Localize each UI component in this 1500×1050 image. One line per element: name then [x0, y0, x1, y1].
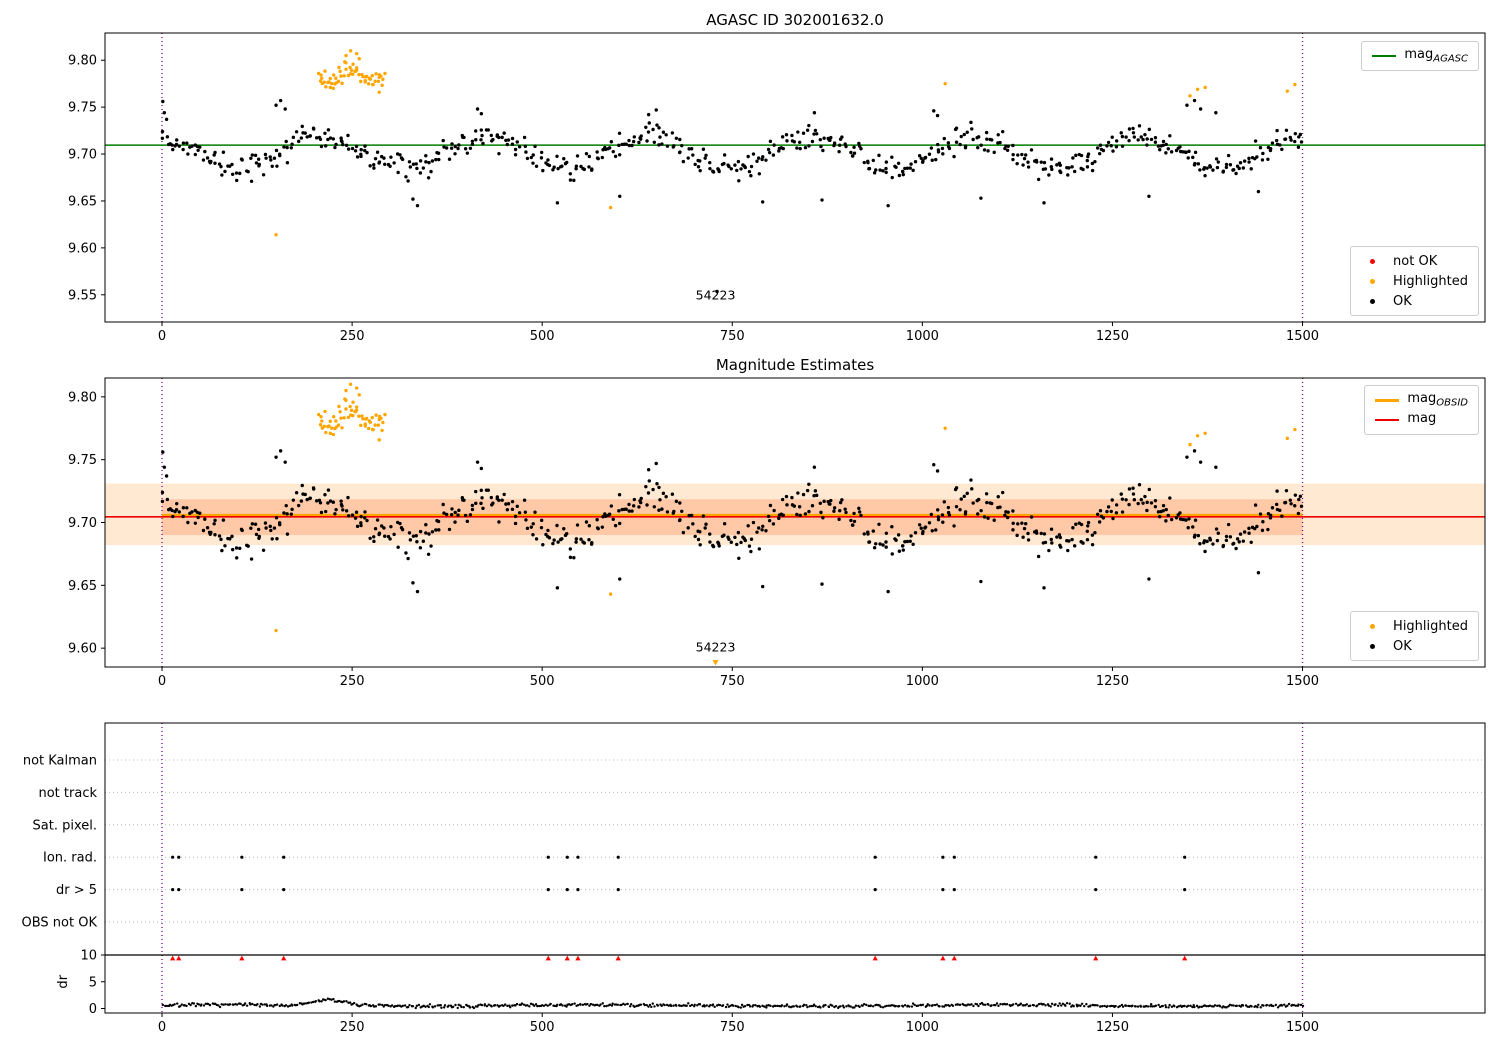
svg-text:OBS not OK: OBS not OK — [22, 916, 98, 931]
plot2-title: Magnitude Estimates — [715, 356, 875, 374]
plot1-line-legend: magAGASC — [1361, 41, 1479, 71]
svg-text:250: 250 — [340, 674, 365, 689]
svg-text:dr > 5: dr > 5 — [56, 883, 97, 898]
mag-label: mag — [1407, 411, 1437, 427]
plot1-agasc-mag: 54223 0 250 500 750 1000 1250 1500 9.55 9.60 9.65 9… — [68, 32, 1486, 344]
plot2-marker-legend: Highlighted OK — [1350, 611, 1479, 661]
svg-text:750: 750 — [720, 674, 745, 689]
svg-text:0: 0 — [158, 329, 166, 344]
not-ok-label: not OK — [1393, 253, 1438, 269]
svg-text:0: 0 — [158, 674, 166, 689]
plot1-marker-legend: not OK Highlighted OK — [1350, 246, 1479, 316]
svg-text:9.80: 9.80 — [68, 390, 97, 405]
svg-text:9.60: 9.60 — [68, 241, 97, 256]
svg-text:9.75: 9.75 — [68, 101, 97, 116]
highlighted-marker-swatch-2 — [1370, 623, 1376, 629]
svg-text:500: 500 — [530, 1020, 555, 1035]
svg-text:1250: 1250 — [1096, 329, 1129, 344]
svg-text:not track: not track — [38, 786, 97, 801]
svg-text:not Kalman: not Kalman — [23, 754, 97, 769]
svg-text:5: 5 — [89, 975, 97, 990]
svg-text:0: 0 — [89, 1002, 97, 1017]
svg-text:9.70: 9.70 — [68, 148, 97, 163]
svg-text:9.65: 9.65 — [68, 579, 97, 594]
svg-text:0: 0 — [158, 1020, 166, 1035]
legend-item-mag: mag — [1375, 410, 1468, 430]
legend-item-ok-2: OK — [1361, 636, 1468, 656]
ok-label: OK — [1393, 293, 1412, 309]
svg-text:1000: 1000 — [906, 674, 939, 689]
svg-text:9.65: 9.65 — [68, 194, 97, 209]
svg-text:250: 250 — [340, 1020, 365, 1035]
mag-obsid-line-swatch — [1375, 398, 1400, 402]
not-ok-marker-swatch — [1370, 258, 1376, 264]
svg-text:1000: 1000 — [906, 329, 939, 344]
svg-text:9.80: 9.80 — [68, 54, 97, 69]
ok-label-2: OK — [1393, 638, 1412, 654]
plot3-flags-dr: not Kalman not track Sat. pixel. Ion. rad. d… — [22, 722, 1486, 1035]
svg-text:10: 10 — [80, 949, 97, 964]
svg-text:9.75: 9.75 — [68, 453, 97, 468]
legend-item-highlighted: Highlighted — [1361, 271, 1468, 291]
svg-text:9.70: 9.70 — [68, 516, 97, 531]
svg-text:1250: 1250 — [1096, 674, 1129, 689]
svg-text:9.60: 9.60 — [68, 642, 97, 657]
svg-text:250: 250 — [340, 329, 365, 344]
legend-item-highlighted-2: Highlighted — [1361, 616, 1468, 636]
legend-item-ok: OK — [1361, 291, 1468, 311]
ok-marker-swatch-2 — [1370, 643, 1376, 649]
dr-axis-label: dr — [56, 974, 71, 988]
svg-text:1250: 1250 — [1096, 1020, 1129, 1035]
svg-text:Sat. pixel.: Sat. pixel. — [33, 818, 97, 833]
plot2-line-legend: magOBSID mag — [1364, 385, 1479, 435]
mag-obsid-label: magOBSID — [1407, 391, 1468, 409]
ok-marker-swatch — [1370, 298, 1376, 304]
svg-text:54223: 54223 — [696, 639, 736, 654]
plot2-magnitude-estimates: 54223 0 250 500 750 1000 1250 1500 9.60 9.65 9.70 9… — [68, 377, 1486, 689]
svg-text:750: 750 — [720, 1020, 745, 1035]
svg-text:1500: 1500 — [1286, 1020, 1319, 1035]
svg-text:1000: 1000 — [906, 1020, 939, 1035]
plot1-title: AGASC ID 302001632.0 — [706, 11, 884, 29]
svg-text:54223: 54223 — [696, 287, 736, 302]
svg-text:1500: 1500 — [1286, 329, 1319, 344]
highlighted-label: Highlighted — [1393, 273, 1468, 289]
mag-agasc-label: magAGASC — [1404, 47, 1468, 65]
legend-item-mag-agasc: magAGASC — [1372, 46, 1468, 66]
highlighted-label-2: Highlighted — [1393, 618, 1468, 634]
mag-line-swatch — [1375, 419, 1400, 421]
svg-text:Ion. rad.: Ion. rad. — [43, 851, 97, 866]
legend-item-not-ok: not OK — [1361, 251, 1468, 271]
svg-text:1500: 1500 — [1286, 674, 1319, 689]
svg-text:500: 500 — [530, 329, 555, 344]
mag-agasc-line-swatch — [1372, 55, 1397, 57]
svg-text:500: 500 — [530, 674, 555, 689]
legend-item-mag-obsid: magOBSID — [1375, 390, 1468, 410]
svg-text:9.55: 9.55 — [68, 288, 97, 303]
svg-text:750: 750 — [720, 329, 745, 344]
highlighted-marker-swatch — [1370, 278, 1376, 284]
